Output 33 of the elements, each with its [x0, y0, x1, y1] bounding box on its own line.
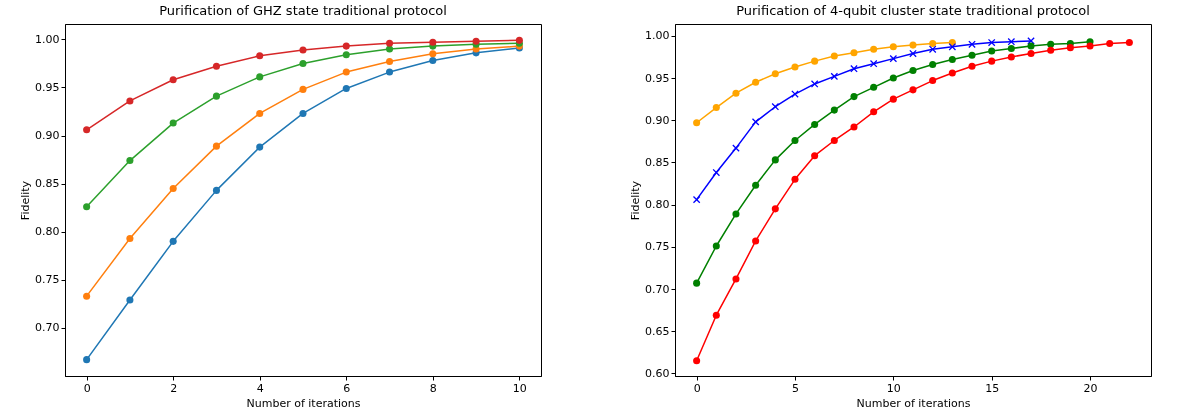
chart-title: Purification of 4-qubit cluster state traditional protocol — [736, 3, 1090, 18]
x-tick-label: 8 — [429, 381, 437, 395]
x-tick-label: 15 — [985, 381, 1000, 395]
y-tick-label: 0.65 — [645, 324, 670, 338]
y-axis-title: Fidelity — [19, 180, 33, 221]
y-tick-label: 0.75 — [645, 240, 670, 254]
y-tick-label: 0.70 — [645, 282, 670, 296]
x-tick-label: 0 — [693, 381, 701, 395]
x-tick-label: 2 — [170, 381, 178, 395]
x-tick-label: 20 — [1083, 381, 1098, 395]
y-tick-label: 0.80 — [35, 225, 60, 239]
x-tick-label: 5 — [791, 381, 799, 395]
y-tick-label: 0.70 — [35, 321, 60, 335]
y-tick-label: 0.80 — [645, 198, 670, 212]
y-tick-label: 1.00 — [645, 29, 670, 43]
y-tick-label: 1.00 — [35, 32, 60, 46]
y-tick-label: 0.95 — [35, 80, 60, 94]
chart-title: Purification of GHZ state traditional protocol — [159, 3, 447, 18]
x-tick-label: 6 — [343, 381, 351, 395]
x-axis-title: Number of iterations — [856, 396, 971, 410]
y-tick-label: 0.85 — [645, 155, 670, 169]
x-tick-label: 10 — [886, 381, 901, 395]
y-tick-label: 0.95 — [645, 71, 670, 85]
y-tick-label: 0.90 — [645, 113, 670, 127]
x-axis-title: Number of iterations — [246, 396, 361, 410]
x-tick-label: 0 — [83, 381, 91, 395]
y-axis-title: Fidelity — [629, 180, 643, 221]
y-tick-label: 0.60 — [645, 366, 670, 380]
y-tick-label: 0.75 — [35, 273, 60, 287]
y-tick-label: 0.85 — [35, 177, 60, 191]
x-tick-label: 10 — [512, 381, 527, 395]
y-tick-label: 0.90 — [35, 129, 60, 143]
x-tick-label: 4 — [256, 381, 264, 395]
